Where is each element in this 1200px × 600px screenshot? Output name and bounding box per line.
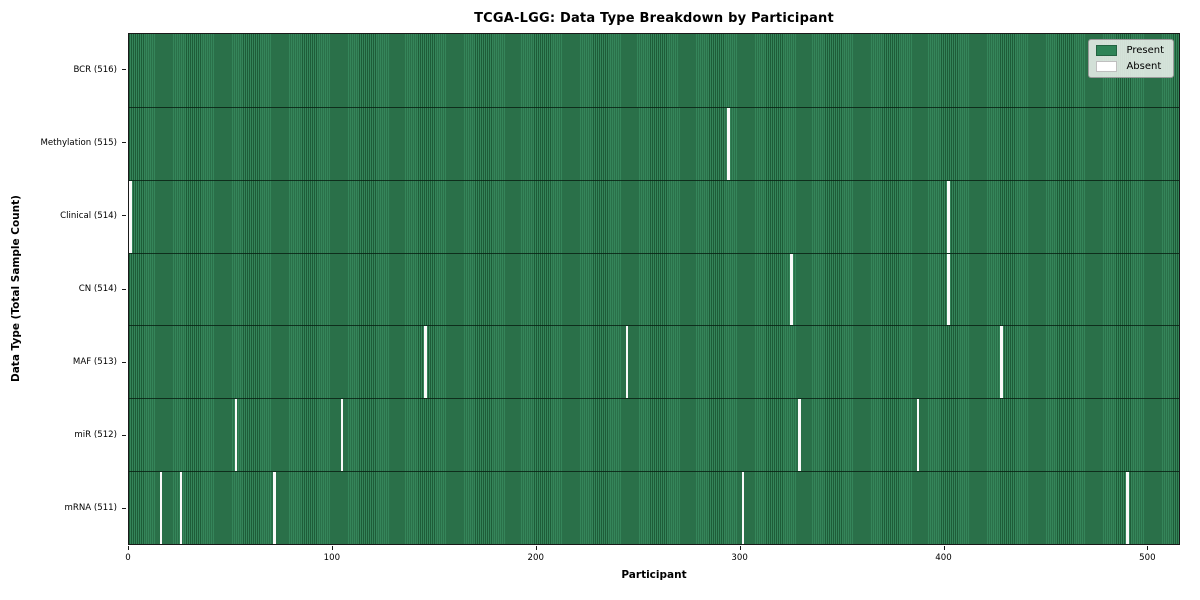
y-tick-label: miR (512) [74, 430, 117, 441]
x-tick-mark [128, 546, 129, 550]
row-bcr [129, 34, 1179, 107]
row-methylation [129, 106, 1179, 180]
legend-label-present: Present [1126, 45, 1164, 56]
absent-marker [798, 399, 802, 472]
x-tick-label: 500 [1139, 553, 1156, 563]
x-tick-mark [739, 546, 741, 550]
absent-marker [179, 472, 183, 544]
absent-marker [234, 399, 238, 472]
y-tick-mark [122, 288, 126, 290]
row-mrna [129, 471, 1179, 544]
x-tick-mark [943, 546, 945, 550]
absent-marker [340, 399, 344, 472]
absent-marker [273, 472, 277, 544]
x-axis: 0 100 200 300 400 500 [125, 545, 1180, 571]
absent-marker [947, 180, 950, 253]
absent-marker [625, 326, 629, 399]
y-tick-label: Methylation (515) [40, 137, 117, 148]
y-tick-label: BCR (516) [73, 64, 117, 75]
y-tick-mark [122, 434, 126, 436]
plot-area: Present Absent [128, 33, 1180, 545]
legend-absent-swatch-icon [1096, 61, 1118, 72]
chart-title: TCGA-LGG: Data Type Breakdown by Partici… [474, 11, 834, 26]
row-maf [129, 325, 1179, 399]
y-tick-label: Clinical (514) [60, 210, 117, 221]
y-tick-mark [122, 142, 126, 144]
x-axis-title: Participant [621, 569, 687, 581]
y-axis: BCR (516) Methylation (515) Clinical (514)… [0, 33, 126, 545]
row-mir [129, 398, 1179, 472]
y-tick-label: CN (514) [78, 284, 117, 294]
y-tick-mark [122, 361, 126, 363]
y-tick-mark [122, 215, 126, 217]
y-tick-mark [122, 69, 126, 71]
x-tick-mark [1147, 546, 1149, 550]
absent-marker [790, 253, 793, 326]
x-tick-mark [535, 546, 537, 550]
absent-marker [424, 326, 427, 399]
absent-marker [727, 107, 730, 180]
x-tick-label: 300 [731, 553, 748, 563]
legend-present-swatch-icon [1096, 45, 1118, 56]
legend-label-absent: Absent [1126, 61, 1162, 72]
x-tick-mark [331, 546, 333, 550]
absent-marker [741, 472, 745, 544]
x-tick-label: 200 [527, 553, 544, 563]
legend-entry-absent: Absent [1096, 61, 1164, 72]
absent-marker [947, 253, 950, 326]
absent-marker [999, 326, 1003, 399]
x-tick-label: 100 [323, 553, 341, 563]
absent-marker [159, 472, 163, 544]
x-tick-label: 0 [125, 553, 131, 563]
x-tick-label: 400 [935, 553, 952, 563]
y-tick-label: MAF (513) [72, 357, 117, 368]
legend-entry-present: Present [1096, 45, 1164, 56]
row-clinical [129, 179, 1179, 253]
y-tick-label: mRNA (511) [64, 503, 118, 514]
absent-marker [1126, 472, 1129, 544]
legend: Present Absent [1088, 39, 1174, 78]
absent-marker [129, 180, 132, 253]
y-tick-mark [122, 507, 126, 509]
absent-marker [916, 399, 920, 472]
row-cn [129, 252, 1179, 326]
